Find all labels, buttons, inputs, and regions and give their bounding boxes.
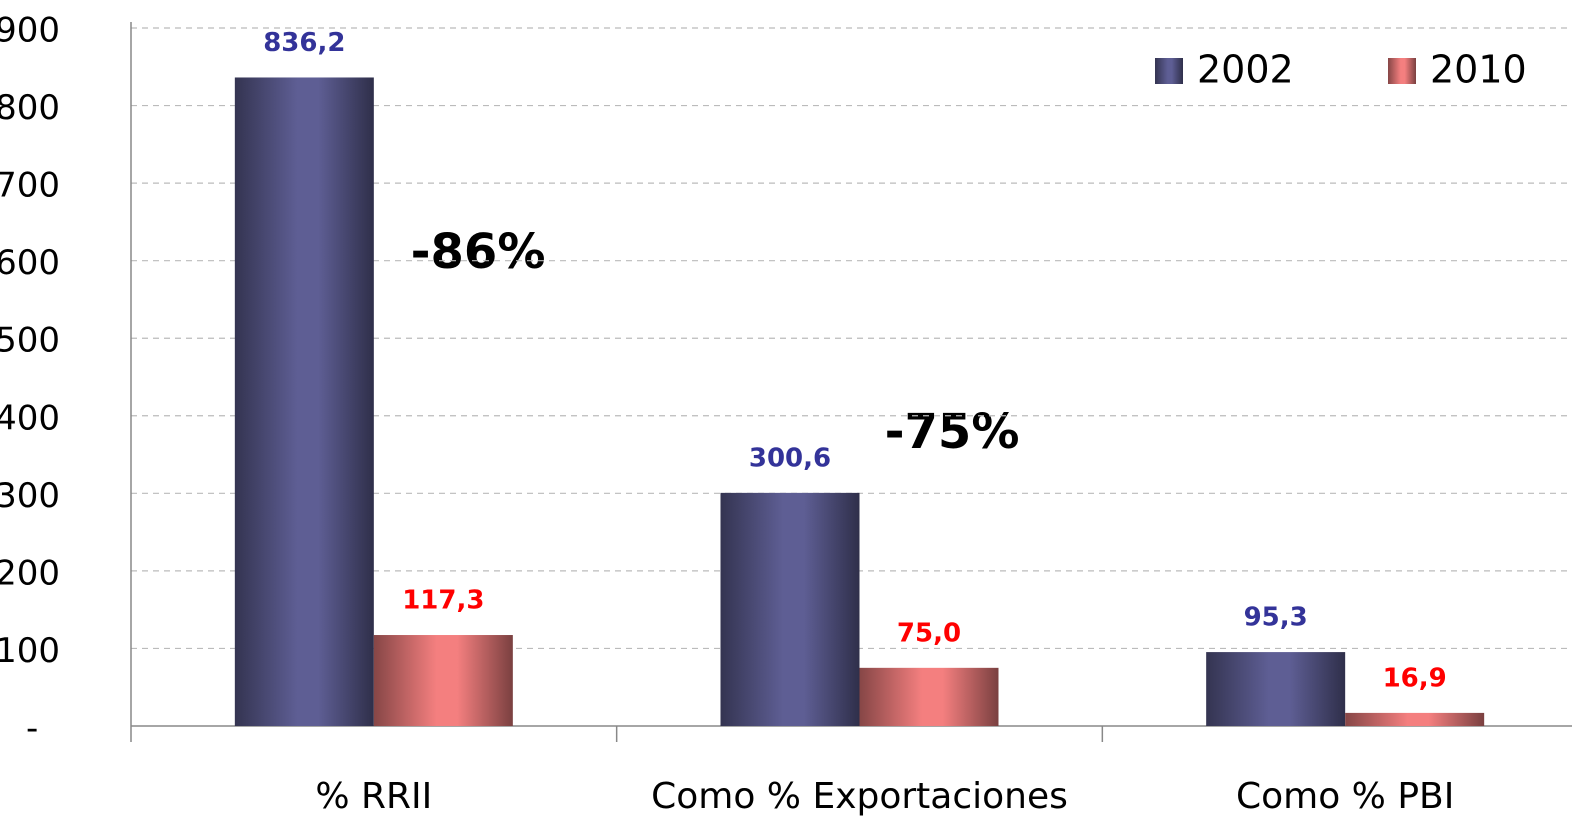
- data-label: 16,9: [1383, 663, 1447, 693]
- y-tick-label: 900: [0, 11, 60, 51]
- legend-swatch: [1155, 58, 1183, 84]
- legend-label: 2010: [1430, 48, 1527, 92]
- data-label: 300,6: [749, 443, 831, 473]
- bar: [373, 635, 513, 726]
- data-label: 75,0: [897, 618, 961, 648]
- bar: [234, 77, 374, 726]
- y-tick-label: 300: [0, 476, 60, 516]
- y-tick-label: 200: [0, 553, 60, 593]
- legend-label: 2002: [1197, 48, 1294, 92]
- bar: [720, 492, 860, 726]
- y-tick-label: 500: [0, 321, 60, 361]
- y-tick-label: -: [26, 709, 38, 749]
- data-label: 95,3: [1244, 603, 1308, 633]
- y-tick-label: 800: [0, 88, 60, 128]
- legend-swatch: [1388, 58, 1416, 84]
- data-label: 836,2: [263, 28, 345, 58]
- y-tick-label: 400: [0, 398, 60, 438]
- x-tick-label: Como % PBI: [1236, 776, 1454, 817]
- annotation: -75%: [885, 404, 1020, 460]
- y-tick-label: 100: [0, 631, 60, 671]
- bar: [1345, 712, 1485, 726]
- x-tick-label: % RRII: [315, 776, 432, 817]
- bar: [1206, 652, 1346, 726]
- y-tick-label: 600: [0, 243, 60, 283]
- y-tick-label: 700: [0, 166, 60, 206]
- data-label: 117,3: [402, 586, 484, 616]
- bar: [859, 667, 999, 726]
- x-tick-label: Como % Exportaciones: [651, 776, 1068, 817]
- annotation: -86%: [411, 224, 546, 280]
